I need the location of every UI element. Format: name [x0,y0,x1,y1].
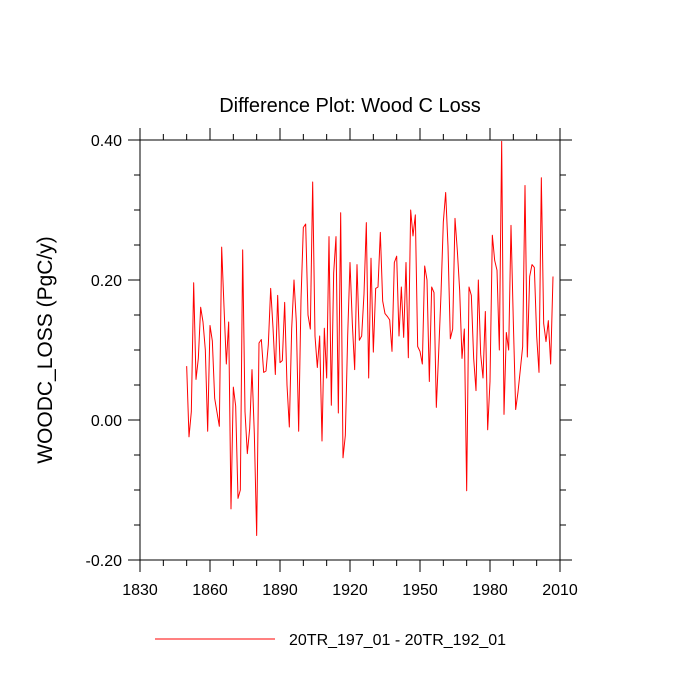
chart-title: Difference Plot: Wood C Loss [219,95,481,117]
legend: 20TR_197_01 - 20TR_192_01 [155,632,506,649]
x-tick-label: 1950 [402,582,438,599]
x-tick-label: 1830 [122,582,158,599]
y-tick-label: 0.00 [91,413,122,430]
y-tick-label: 0.40 [91,133,122,150]
y-axis-label: WOODC_LOSS (PgC/y) [34,236,57,464]
series-line-0 [186,140,554,536]
legend-entry-label: 20TR_197_01 - 20TR_192_01 [289,632,506,649]
x-tick-label: 1920 [332,582,368,599]
x-tick-label: 1890 [262,582,298,599]
plot-area [186,140,554,536]
axes: 1830 1860 1890 1920 1950 1980 2010 -0.20 0.00 0.2… [86,128,578,599]
y-tick-label: 0.20 [91,273,122,290]
x-tick-label: 1980 [472,582,508,599]
x-tick-label: 2010 [542,582,578,599]
x-tick-label: 1860 [192,582,228,599]
y-tick-label: -0.20 [86,553,123,570]
plot-frame [139,139,561,561]
